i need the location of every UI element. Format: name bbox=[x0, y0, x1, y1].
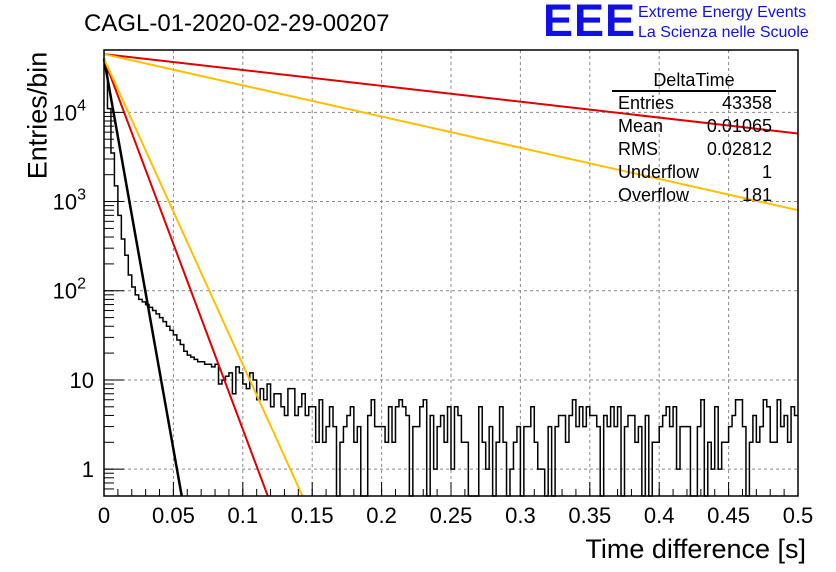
grid-lines bbox=[104, 50, 798, 496]
stats-value: 0.02812 bbox=[706, 139, 772, 159]
x-tick-label: 0.15 bbox=[291, 503, 334, 528]
stats-row-underflow: Underflow 1 bbox=[610, 161, 780, 184]
y-tick-label: 1 bbox=[82, 457, 94, 482]
fit-line-1 bbox=[103, 58, 269, 497]
stats-row-rms: RMS 0.02812 bbox=[610, 138, 780, 161]
y-tick-label: 104 bbox=[53, 97, 86, 125]
stats-title: DeltaTime bbox=[612, 70, 776, 92]
stats-box: DeltaTime Entries 43358 Mean 0.01065 RMS… bbox=[610, 70, 780, 207]
stats-label: RMS bbox=[618, 139, 658, 159]
x-axis-label: Time difference [s] bbox=[585, 534, 806, 564]
stats-label: Overflow bbox=[618, 185, 690, 205]
x-tick-label: 0.5 bbox=[783, 503, 814, 528]
y-tick-label: 103 bbox=[53, 187, 86, 215]
stats-label: Underflow bbox=[618, 162, 700, 182]
fit-line-4 bbox=[103, 53, 799, 212]
y-axis-label: Entries/bin bbox=[22, 51, 53, 180]
fit-line-0 bbox=[102, 58, 183, 497]
stats-value: 1 bbox=[761, 162, 772, 182]
x-tick-label: 0.35 bbox=[568, 503, 611, 528]
stats-label: Entries bbox=[618, 93, 675, 113]
tick-labels: 0 0.05 0.1 0.15 0.2 0.25 0.3 0.35 0.4 0.45 0.5 1 10 1… bbox=[53, 97, 814, 528]
axis-ticks bbox=[103, 111, 799, 497]
logo-line-2: La Scienza nelle Scuole bbox=[638, 24, 809, 41]
fit-line-3 bbox=[103, 53, 799, 135]
histogram bbox=[104, 65, 798, 497]
stats-row-entries: Entries 43358 bbox=[610, 92, 780, 115]
x-tick-label: 0.4 bbox=[644, 503, 675, 528]
x-tick-label: 0.3 bbox=[505, 503, 536, 528]
stats-value: 43358 bbox=[721, 93, 772, 113]
stats-label: Mean bbox=[618, 116, 664, 136]
y-tick-label: 102 bbox=[53, 276, 86, 304]
histogram-line bbox=[104, 65, 798, 497]
eee-logo: EEE bbox=[543, 0, 637, 46]
x-tick-label: 0.25 bbox=[430, 503, 473, 528]
y-tick-label: 10 bbox=[70, 368, 94, 393]
x-tick-label: 0 bbox=[98, 503, 110, 528]
logo-line-1: Extreme Energy Events bbox=[638, 4, 807, 21]
stats-value: 181 bbox=[741, 185, 772, 205]
x-tick-label: 0.2 bbox=[366, 503, 397, 528]
stats-row-overflow: Overflow 181 bbox=[610, 184, 780, 207]
x-tick-label: 0.1 bbox=[228, 503, 259, 528]
fit-line-2 bbox=[103, 58, 304, 497]
chart-title: CAGL-01-2020-02-29-00207 bbox=[84, 10, 390, 37]
stats-value: 0.01065 bbox=[706, 116, 772, 136]
x-tick-label: 0.05 bbox=[152, 503, 195, 528]
x-tick-label: 0.45 bbox=[707, 503, 750, 528]
fit-curves bbox=[102, 53, 799, 497]
stats-row-mean: Mean 0.01065 bbox=[610, 115, 780, 138]
